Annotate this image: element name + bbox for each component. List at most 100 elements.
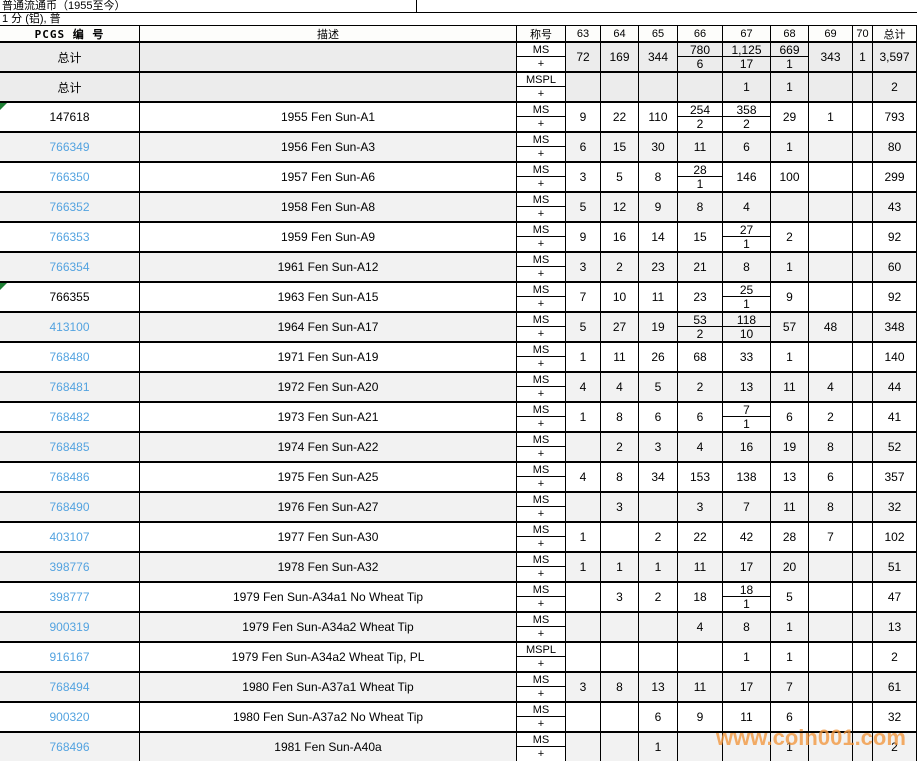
grade-67-count: 1: [723, 643, 771, 671]
pcgs-number-link[interactable]: 403107: [0, 523, 140, 551]
plus-label: +: [517, 237, 566, 251]
grade-67-count: 33: [723, 343, 771, 371]
grade-67-count: 8: [723, 253, 771, 281]
grade-69-count: [809, 613, 853, 641]
description-cell: 1980 Fen Sun-A37a2 No Wheat Tip: [140, 703, 517, 731]
grade-67-count: 27: [723, 223, 771, 237]
grade-63-count: 1: [566, 403, 601, 431]
pcgs-number-link[interactable]: 916167: [0, 643, 140, 671]
grade-63-count: 1: [566, 343, 601, 371]
total-count: 51: [873, 553, 917, 581]
grade-67-count: 42: [723, 523, 771, 551]
grade-70-count: [853, 193, 873, 221]
header-grade-64: 64: [601, 26, 639, 41]
grade-63-count: [566, 493, 601, 521]
grade-63-count: 5: [566, 313, 601, 341]
grade-68-count: 57: [771, 313, 809, 341]
total-count: 61: [873, 673, 917, 701]
grade-label: MS: [517, 133, 566, 147]
grade-67-plus-count: 2: [723, 117, 771, 131]
grade-label: MS: [517, 433, 566, 447]
pcgs-number-link[interactable]: 766353: [0, 223, 140, 251]
total-count: 44: [873, 373, 917, 401]
grade-70-count: [853, 553, 873, 581]
pcgs-number-link[interactable]: 768481: [0, 373, 140, 401]
grade-69-count: [809, 253, 853, 281]
grade-66-count: 254: [678, 103, 723, 117]
description-cell: 1958 Fen Sun-A8: [140, 193, 517, 221]
grade-70-count: [853, 523, 873, 551]
grade-64-count: [601, 643, 639, 671]
pcgs-number-link[interactable]: 413100: [0, 313, 140, 341]
description-cell: 1980 Fen Sun-A37a1 Wheat Tip: [140, 673, 517, 701]
pcgs-number-link[interactable]: 766350: [0, 163, 140, 191]
grade-64-count: 4: [601, 373, 639, 401]
grade-66-plus-count: 2: [678, 327, 723, 341]
pcgs-number-link[interactable]: 900320: [0, 703, 140, 731]
grade-69-count: 6: [809, 463, 853, 491]
population-row: 768485 1974 Fen Sun-A22 MS +2 3 4 16 19 8 52: [0, 431, 917, 461]
population-row: 413100 1964 Fen Sun-A17 MS +5 27 19 53 2 118 10 57…: [0, 311, 917, 341]
grade-66-count: 6: [678, 403, 723, 431]
pcgs-number-link[interactable]: 768496: [0, 733, 140, 761]
grade-68-count: 100: [771, 163, 809, 191]
header-grade-68: 68: [771, 26, 809, 41]
pcgs-number-link[interactable]: 768494: [0, 673, 140, 701]
grade-64-count: [601, 73, 639, 101]
grade-65-count: 14: [639, 223, 678, 251]
grade-68-count: 13: [771, 463, 809, 491]
population-row: 768480 1971 Fen Sun-A19 MS +1 11 26 68 33 1 140: [0, 341, 917, 371]
description-cell: 1964 Fen Sun-A17: [140, 313, 517, 341]
total-count: 13: [873, 613, 917, 641]
pcgs-number-link[interactable]: 766354: [0, 253, 140, 281]
grade-65-count: 6: [639, 703, 678, 731]
grade-63-count: [566, 433, 601, 461]
grade-67-count: 17: [723, 553, 771, 581]
pcgs-number-link[interactable]: 768482: [0, 403, 140, 431]
population-row: 768494 1980 Fen Sun-A37a1 Wheat Tip MS +3 8 1…: [0, 671, 917, 701]
grade-label: MS: [517, 253, 566, 267]
grade-63-count: [566, 73, 601, 101]
pcgs-number-cell: 766355: [0, 283, 140, 311]
grade-65-count: 3: [639, 433, 678, 461]
grade-66-count: 21: [678, 253, 723, 281]
description-cell: 1972 Fen Sun-A20: [140, 373, 517, 401]
grade-70-count: [853, 463, 873, 491]
pcgs-number-link[interactable]: 768490: [0, 493, 140, 521]
grade-label: MS: [517, 373, 566, 387]
pcgs-number-link[interactable]: 768486: [0, 463, 140, 491]
grade-67-count: 8: [723, 613, 771, 641]
grade-68-count: 669: [771, 43, 809, 57]
grade-64-count: [601, 613, 639, 641]
grade-64-count: 27: [601, 313, 639, 341]
description-cell: 1956 Fen Sun-A3: [140, 133, 517, 161]
plus-label: +: [517, 117, 566, 131]
grade-66-count: 8: [678, 193, 723, 221]
plus-label: +: [517, 597, 566, 611]
pcgs-number-link[interactable]: 398777: [0, 583, 140, 611]
grade-70-count: [853, 163, 873, 191]
grade-68-count: 28: [771, 523, 809, 551]
grade-label: MS: [517, 403, 566, 417]
pcgs-number-link[interactable]: 900319: [0, 613, 140, 641]
pcgs-number-link[interactable]: 766349: [0, 133, 140, 161]
grade-68-count: [771, 193, 809, 221]
grade-70-count: [853, 373, 873, 401]
grade-69-count: [809, 703, 853, 731]
population-row: 900320 1980 Fen Sun-A37a2 No Wheat Tip MS +…: [0, 701, 917, 731]
pcgs-number-link[interactable]: 398776: [0, 553, 140, 581]
grade-69-count: 4: [809, 373, 853, 401]
population-row: 768496 1981 Fen Sun-A40a MS +1 1 2: [0, 731, 917, 761]
plus-label: +: [517, 327, 566, 341]
grade-65-count: 1: [639, 553, 678, 581]
pcgs-number-link[interactable]: 766352: [0, 193, 140, 221]
grade-68-count: 20: [771, 553, 809, 581]
grade-64-count: 2: [601, 433, 639, 461]
pcgs-number-link[interactable]: 768480: [0, 343, 140, 371]
total-count: 43: [873, 193, 917, 221]
grade-65-count: 1: [639, 733, 678, 761]
pcgs-number-link[interactable]: 768485: [0, 433, 140, 461]
excel-flag-icon: [0, 103, 7, 110]
total-count: 299: [873, 163, 917, 191]
grade-66-count: 53: [678, 313, 723, 327]
